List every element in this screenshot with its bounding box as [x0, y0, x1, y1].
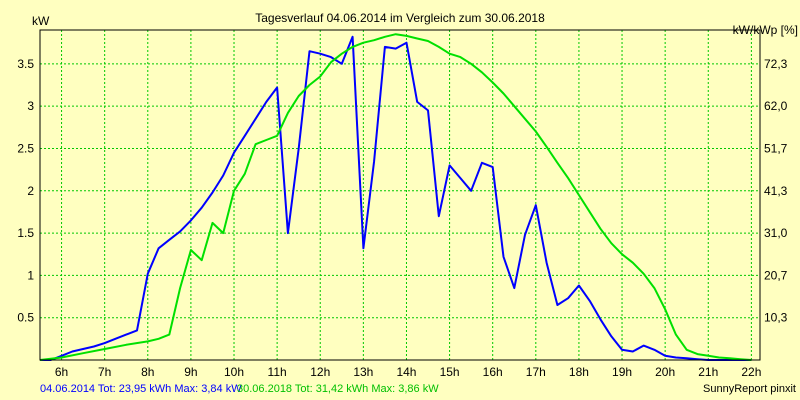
x-tick-22h: 22h: [741, 365, 761, 379]
x-tick-16h: 16h: [483, 365, 503, 379]
series-line-2: [39, 33, 752, 361]
x-tick-12h: 12h: [310, 365, 330, 379]
y-left-tick-2: 1.5: [17, 226, 34, 240]
y-left-tick-0: 0.5: [17, 311, 34, 325]
y-right-tick-1: 20,7: [764, 268, 788, 282]
series-layer: [39, 33, 752, 361]
x-tick-labels: 6h 7h 8h 9h 10h 11h 12h 13h 14h 15h 16h 17h 18h 19h 20…: [55, 365, 762, 379]
x-tick-14h: 14h: [396, 365, 416, 379]
y-left-tick-3: 2: [27, 184, 34, 198]
x-tick-8h: 8h: [141, 365, 154, 379]
footer-credit: SunnyReport pinxit: [703, 383, 796, 395]
x-tick-10h: 10h: [224, 365, 244, 379]
legend-series-1: 04.06.2014 Tot: 23,95 kWh Max: 3,84 kW: [40, 383, 242, 395]
y-right-tick-5: 62,0: [764, 99, 788, 113]
x-tick-9h: 9h: [184, 365, 197, 379]
y-left-tick-labels: 0.5 1 1.5 2 2.5 3 3.5: [17, 57, 34, 325]
x-tick-19h: 19h: [612, 365, 632, 379]
y-right-tick-3: 41,3: [764, 184, 788, 198]
x-tick-17h: 17h: [526, 365, 546, 379]
x-tick-13h: 13h: [353, 365, 373, 379]
y-right-tick-2: 31,0: [764, 226, 788, 240]
x-tick-11h: 11h: [268, 365, 287, 379]
x-tick-15h: 15h: [440, 365, 460, 379]
y-right-tick-labels: 10,3 20,7 31,0 41,3 51,7 62,0 72,3: [764, 57, 788, 325]
y-left-tick-1: 1: [27, 268, 34, 282]
x-tick-7h: 7h: [98, 365, 111, 379]
y-left-tick-6: 3.5: [17, 57, 34, 71]
y-right-axis-label: kW/kWp [%]: [733, 23, 798, 37]
y-left-tick-4: 2.5: [17, 141, 34, 155]
x-tick-18h: 18h: [569, 365, 589, 379]
plot-frame: [39, 29, 761, 361]
chart-title: Tagesverlauf 04.06.2014 im Vergleich zum…: [255, 11, 545, 25]
y-right-tick-0: 10,3: [764, 311, 788, 325]
y-left-tick-5: 3: [27, 99, 34, 113]
grid: [40, 30, 760, 360]
x-tick-21h: 21h: [698, 365, 718, 379]
y-right-tick-4: 51,7: [764, 141, 788, 155]
y-left-axis-label: kW: [32, 14, 50, 28]
y-right-tick-6: 72,3: [764, 57, 788, 71]
x-tick-6h: 6h: [55, 365, 68, 379]
legend-series-2: 30.06.2018 Tot: 31,42 kWh Max: 3,86 kW: [237, 383, 439, 395]
series-line-1: [40, 35, 752, 361]
x-tick-20h: 20h: [655, 365, 675, 379]
